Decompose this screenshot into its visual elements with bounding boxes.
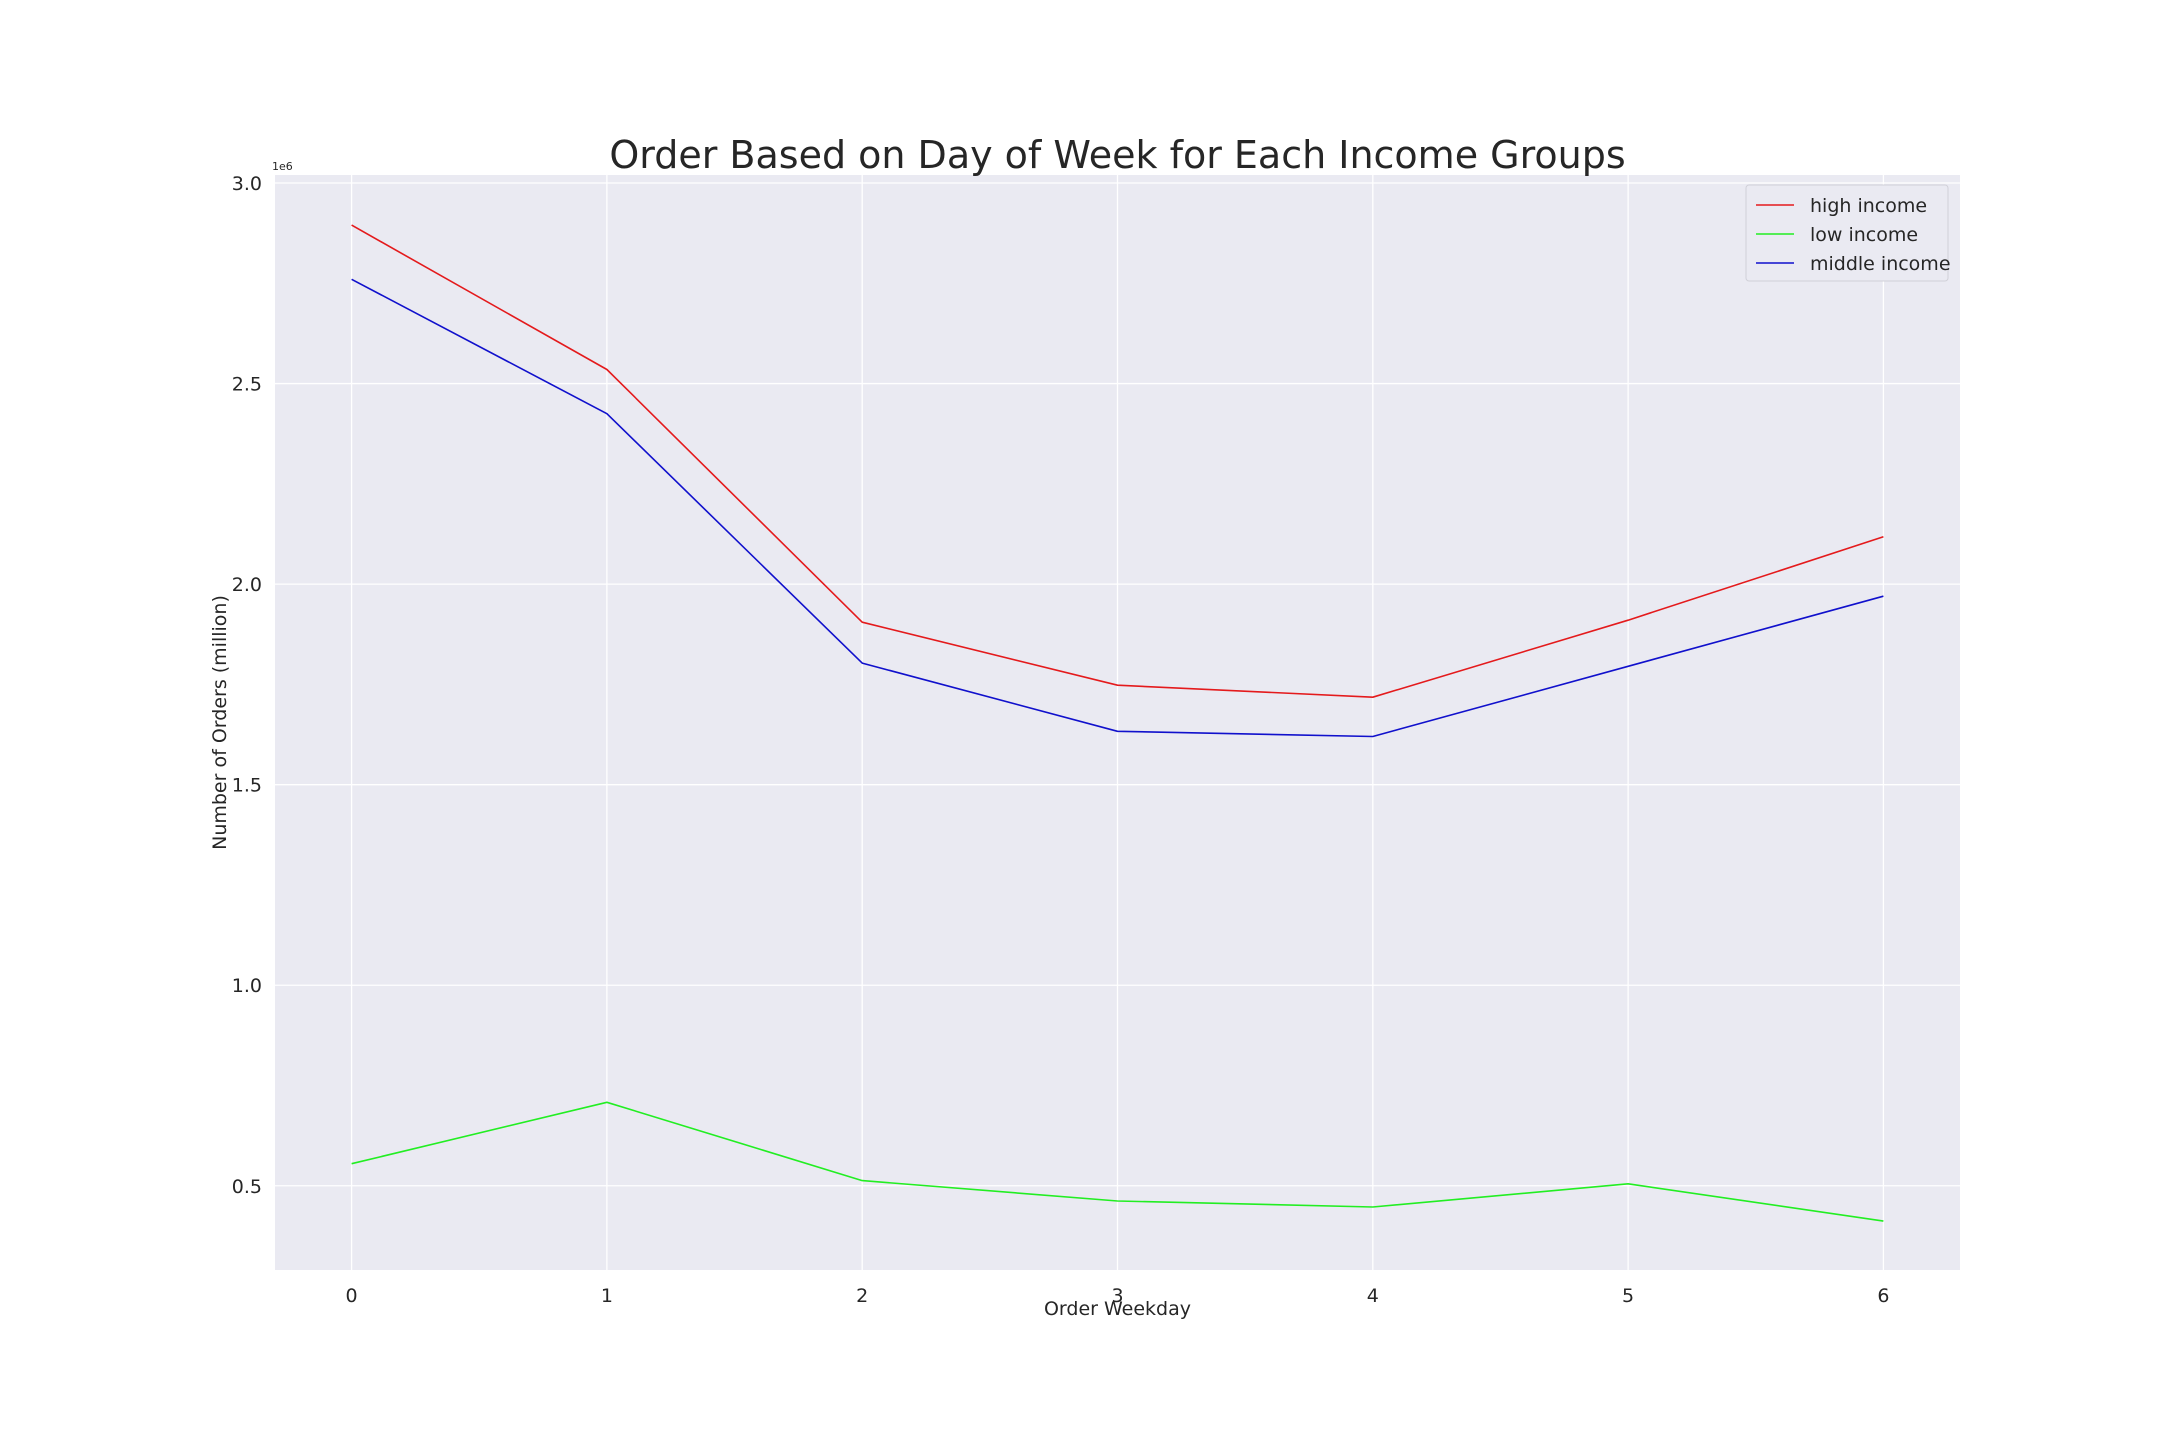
data-point-low-income (350, 1162, 354, 1166)
data-point-high-income (605, 368, 609, 372)
data-point-middle-income (350, 277, 354, 281)
series-line-high-income (351, 224, 1884, 699)
data-point-high-income (1881, 535, 1885, 539)
x-tick-labels: 0 1 2 3 4 5 6 (346, 1285, 1890, 1307)
x-tick-label: 3 (1111, 1285, 1123, 1307)
x-tick-label: 5 (1622, 1285, 1634, 1307)
series-line-low-income (351, 1101, 1884, 1222)
y-tick-labels: 0.5 1.0 1.5 2.0 2.5 3.0 (232, 173, 262, 1198)
data-point-middle-income (1371, 735, 1375, 739)
grid (275, 175, 1960, 1270)
series-layer (350, 223, 1885, 1223)
data-point-middle-income (605, 412, 609, 416)
x-tick-label: 6 (1877, 1285, 1889, 1307)
y-tick-label: 2.0 (232, 574, 262, 596)
data-point-high-income (860, 620, 864, 624)
x-tick-label: 2 (856, 1285, 868, 1307)
legend-label-low-income: low income (1810, 224, 1918, 246)
series-line-middle-income (351, 278, 1884, 738)
y-tick-label: 1.0 (232, 975, 262, 997)
data-point-low-income (1371, 1205, 1375, 1209)
data-point-middle-income (860, 661, 864, 665)
x-tick-label: 1 (601, 1285, 613, 1307)
data-point-low-income (1881, 1219, 1885, 1223)
y-tick-label: 2.5 (232, 374, 262, 396)
y-tick-label: 3.0 (232, 173, 262, 195)
legend-label-middle-income: middle income (1810, 253, 1951, 275)
y-tick-label: 0.5 (232, 1176, 262, 1198)
chart-title: Order Based on Day of Week for Each Inco… (609, 133, 1625, 177)
x-axis-label: Order Weekday (1044, 1298, 1191, 1320)
y-axis-label: Number of Orders (million) (209, 595, 231, 850)
data-point-low-income (1626, 1182, 1630, 1186)
legend: high income low income middle income (1745, 184, 1951, 282)
x-tick-label: 4 (1367, 1285, 1379, 1307)
data-point-middle-income (1626, 664, 1630, 668)
data-point-high-income (1626, 618, 1630, 622)
legend-label-high-income: high income (1810, 195, 1927, 217)
y-axis-offset-label: 1e6 (272, 160, 293, 173)
data-point-high-income (1371, 695, 1375, 699)
data-point-middle-income (1881, 594, 1885, 598)
data-point-low-income (860, 1179, 864, 1183)
data-point-high-income (1116, 683, 1120, 687)
data-point-middle-income (1116, 729, 1120, 733)
legend-frame (1745, 184, 1949, 282)
y-tick-label: 1.5 (232, 775, 262, 797)
data-point-high-income (350, 223, 354, 227)
x-tick-label: 0 (346, 1285, 358, 1307)
data-point-low-income (605, 1100, 609, 1104)
data-point-low-income (1116, 1199, 1120, 1203)
